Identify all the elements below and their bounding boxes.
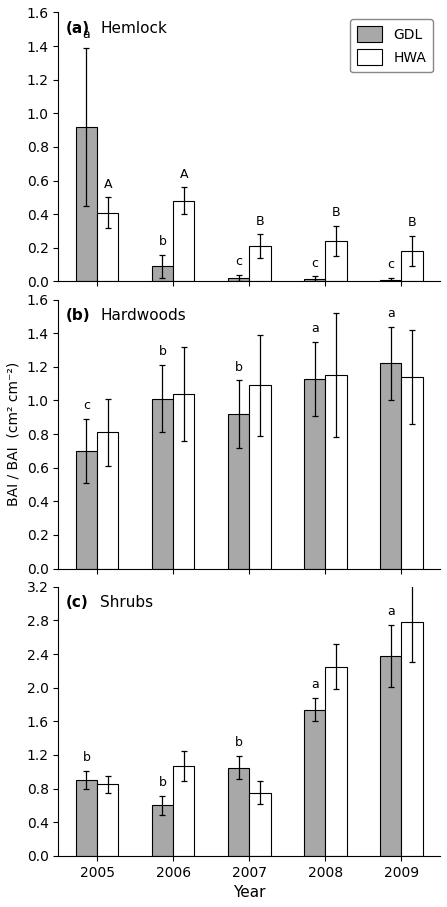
Bar: [325, 241, 346, 281]
Text: a: a: [311, 678, 319, 691]
Bar: [76, 451, 97, 569]
Text: b: b: [82, 751, 90, 765]
Bar: [304, 709, 325, 856]
Text: c: c: [311, 257, 318, 269]
Text: B: B: [408, 217, 416, 229]
Text: b: b: [159, 235, 166, 248]
Text: b: b: [159, 346, 166, 358]
Bar: [228, 278, 249, 281]
Bar: [152, 805, 173, 856]
Text: a: a: [387, 307, 395, 320]
Bar: [228, 414, 249, 569]
Bar: [76, 127, 97, 281]
Text: (a): (a): [66, 21, 90, 35]
Bar: [97, 433, 118, 569]
Bar: [173, 394, 194, 569]
Text: (b): (b): [66, 307, 91, 323]
Bar: [97, 785, 118, 856]
Text: b: b: [235, 361, 242, 374]
Text: (c): (c): [66, 595, 89, 610]
Text: a: a: [311, 322, 319, 335]
Bar: [249, 793, 270, 856]
Bar: [152, 267, 173, 281]
Text: B: B: [332, 206, 340, 219]
Bar: [401, 377, 423, 569]
Bar: [228, 767, 249, 856]
Text: Hardwoods: Hardwoods: [100, 307, 186, 323]
Bar: [76, 780, 97, 856]
Text: a: a: [83, 28, 90, 41]
Text: b: b: [235, 736, 242, 749]
Bar: [325, 667, 346, 856]
Text: c: c: [387, 258, 394, 271]
Text: Shrubs: Shrubs: [100, 595, 153, 610]
Bar: [380, 656, 401, 856]
Bar: [380, 279, 401, 281]
Text: a: a: [387, 605, 395, 618]
Text: B: B: [256, 215, 264, 228]
Bar: [380, 364, 401, 569]
Bar: [173, 200, 194, 281]
Bar: [249, 246, 270, 281]
Text: c: c: [235, 255, 242, 268]
Bar: [304, 279, 325, 281]
Y-axis label: BAI / BAI  (cm² cm⁻²): BAI / BAI (cm² cm⁻²): [7, 362, 21, 506]
Bar: [401, 622, 423, 856]
X-axis label: Year: Year: [233, 885, 266, 900]
Text: Hemlock: Hemlock: [100, 21, 167, 35]
Text: b: b: [159, 776, 166, 789]
Bar: [304, 378, 325, 569]
Text: A: A: [180, 168, 188, 180]
Legend: GDL, HWA: GDL, HWA: [350, 19, 433, 73]
Bar: [97, 212, 118, 281]
Bar: [325, 375, 346, 569]
Bar: [249, 385, 270, 569]
Bar: [173, 766, 194, 856]
Bar: [152, 399, 173, 569]
Bar: [401, 251, 423, 281]
Text: A: A: [103, 178, 112, 190]
Text: c: c: [83, 399, 90, 413]
